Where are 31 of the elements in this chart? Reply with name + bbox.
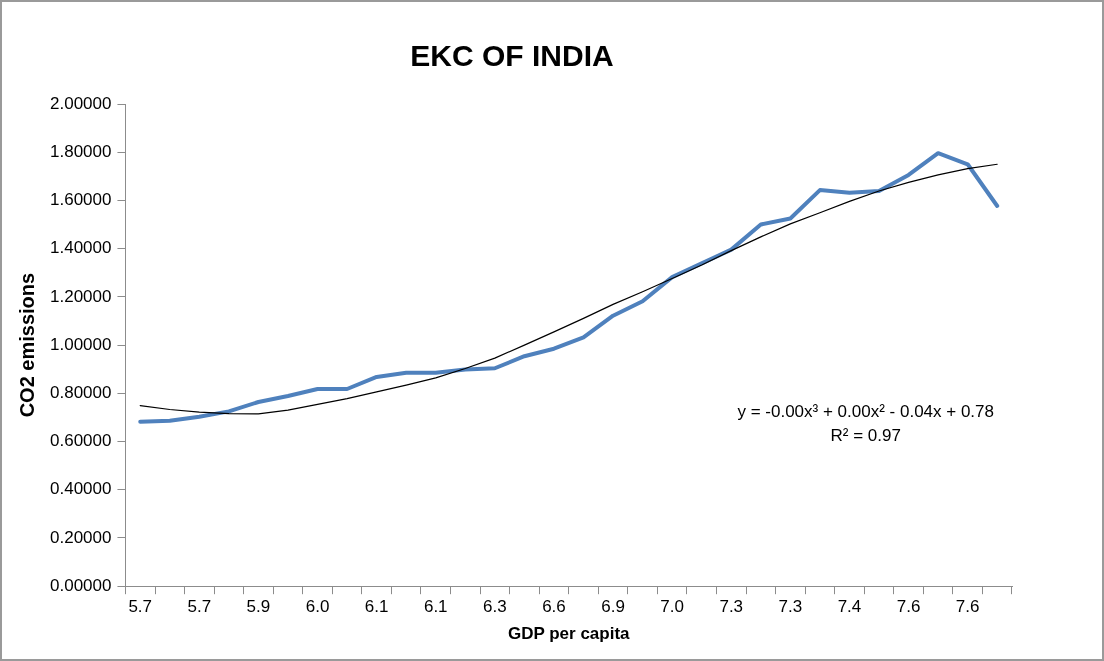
y-axis-title: CO2 emissions [15,272,38,418]
annotation: y = -0.00x³ + 0.00x² - 0.04x + 0.78 [737,402,994,422]
y-tick-label: 0.40000 [50,479,112,499]
x-tick-label: 6.1 [423,597,448,617]
y-tick-label: 2.00000 [50,93,112,113]
x-tick-label: 7.6 [896,597,921,617]
y-tick-label: 0.20000 [50,527,112,547]
x-tick-label: 7.0 [660,597,684,617]
x-tick-label: 6.9 [601,597,625,617]
x-tick-label: 5.9 [246,597,271,617]
x-axis-title: GDP per capita [507,624,631,644]
y-tick-label: 0.00000 [50,575,112,595]
y-tick-label: 1.00000 [50,334,112,354]
chart-title: EKC OF INDIA [410,39,614,73]
x-tick-label: 5.7 [187,597,212,617]
x-tick-label: 7.3 [719,597,744,617]
x-tick-label: 6.0 [305,597,330,617]
annotation: R² = 0.97 [830,426,901,446]
x-tick-label: 7.6 [955,597,980,617]
y-tick-label: 0.60000 [50,431,112,451]
x-tick-label: 6.1 [364,597,389,617]
x-tick-label: 6.6 [542,597,566,617]
x-tick-label: 7.3 [778,597,803,617]
y-tick-label: 1.20000 [50,286,112,306]
y-tick-label: 1.40000 [50,238,112,258]
y-tick-label: 1.60000 [50,190,112,210]
x-tick-label: 7.4 [837,597,862,617]
x-tick-label: 5.7 [128,597,153,617]
y-tick-label: 1.80000 [50,141,112,161]
x-tick-label: 6.3 [483,597,507,617]
y-tick-label: 0.80000 [50,383,112,403]
